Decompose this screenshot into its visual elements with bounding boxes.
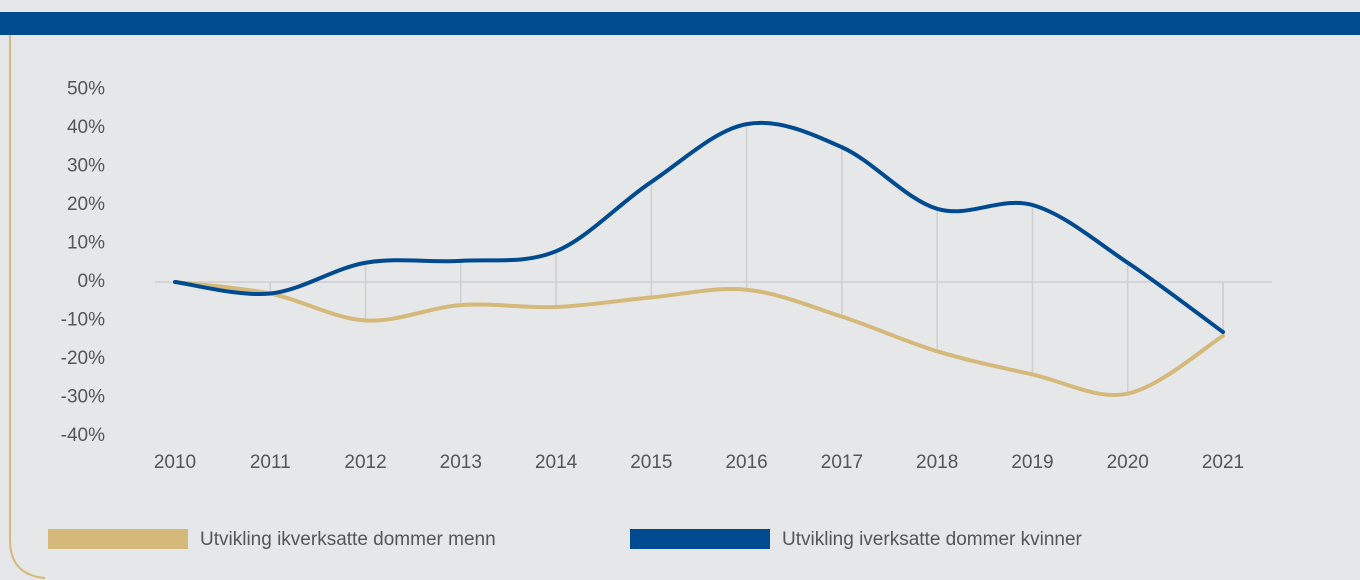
x-tick-label: 2020 — [1107, 452, 1149, 473]
y-tick-label: -40% — [61, 425, 105, 446]
legend-swatch — [48, 529, 188, 549]
series-line — [173, 120, 1225, 335]
frame-border — [9, 35, 46, 579]
legend-label: Utvikling iverksatte dommer kvinner — [782, 529, 1083, 550]
y-tick-label: 0% — [78, 271, 106, 292]
x-tick-label: 2016 — [725, 452, 767, 473]
y-tick-label: 50% — [67, 79, 105, 100]
y-tick-label: 40% — [67, 117, 105, 138]
x-tick-label: 2019 — [1011, 452, 1053, 473]
x-tick-label: 2014 — [535, 452, 578, 473]
header-bar — [0, 12, 1360, 35]
x-tick-label: 2011 — [250, 452, 291, 473]
y-tick-label: 30% — [67, 156, 105, 177]
x-tick-label: 2017 — [821, 452, 863, 473]
x-tick-label: 2018 — [916, 452, 958, 473]
x-tick-label: 2013 — [440, 452, 482, 473]
y-tick-label: 10% — [67, 233, 105, 254]
y-tick-label: 20% — [67, 194, 105, 215]
x-tick-label: 2015 — [630, 452, 672, 473]
x-tick-label: 2010 — [154, 452, 196, 473]
x-tick-label: 2021 — [1202, 452, 1244, 473]
legend-swatch — [630, 529, 770, 549]
y-tick-label: -30% — [61, 387, 105, 408]
x-tick-label: 2012 — [344, 452, 386, 473]
series-line — [173, 280, 1225, 397]
legend-label: Utvikling ikverksatte dommer menn — [200, 529, 496, 550]
y-tick-label: -20% — [61, 348, 105, 369]
y-tick-label: -10% — [61, 310, 105, 331]
